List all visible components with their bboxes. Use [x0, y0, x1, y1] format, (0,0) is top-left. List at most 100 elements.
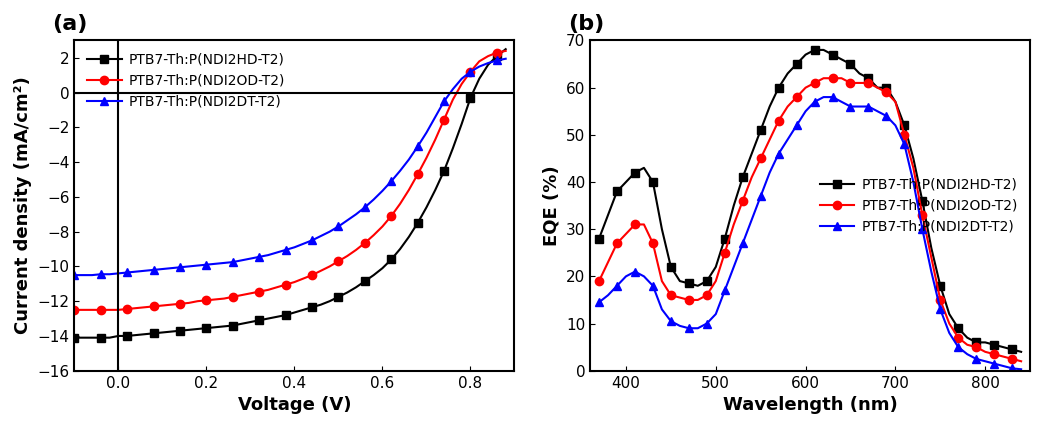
PTB7-Th:P(NDI2HD-T2)	[270, 314, 283, 319]
PTB7-Th:P(NDI2DT-T2)	[907, 179, 920, 184]
PTB7-Th:P(NDI2DT-T2)	[593, 300, 606, 305]
PTB7-Th:P(NDI2DT-T2)	[755, 193, 767, 199]
PTB7-Th:P(NDI2DT-T2)	[86, 273, 98, 278]
PTB7-Th:P(NDI2DT-T2)	[1015, 367, 1027, 372]
PTB7-Th:P(NDI2DT-T2)	[95, 272, 108, 277]
PTB7-Th:P(NDI2OD-T2)	[173, 301, 186, 306]
PTB7-Th:P(NDI2HD-T2)	[925, 246, 938, 251]
PTB7-Th:P(NDI2OD-T2)	[628, 222, 641, 227]
PTB7-Th:P(NDI2DT-T2)	[227, 259, 239, 265]
PTB7-Th:P(NDI2DT-T2)	[244, 256, 257, 261]
PTB7-Th:P(NDI2DT-T2)	[862, 104, 875, 109]
PTB7-Th:P(NDI2HD-T2)	[988, 342, 1000, 347]
PTB7-Th:P(NDI2HD-T2)	[86, 335, 98, 340]
PTB7-Th:P(NDI2DT-T2)	[683, 326, 695, 331]
PTB7-Th:P(NDI2HD-T2)	[638, 165, 650, 170]
X-axis label: Wavelength (nm): Wavelength (nm)	[722, 396, 898, 414]
PTB7-Th:P(NDI2DT-T2)	[889, 123, 902, 128]
PTB7-Th:P(NDI2DT-T2)	[611, 283, 623, 288]
PTB7-Th:P(NDI2OD-T2)	[656, 279, 668, 284]
X-axis label: Voltage (V): Voltage (V)	[238, 396, 351, 414]
PTB7-Th:P(NDI2HD-T2)	[314, 302, 327, 307]
PTB7-Th:P(NDI2OD-T2)	[209, 297, 221, 302]
PTB7-Th:P(NDI2OD-T2)	[728, 222, 740, 227]
PTB7-Th:P(NDI2DT-T2)	[691, 326, 704, 331]
PTB7-Th:P(NDI2HD-T2)	[209, 325, 221, 330]
PTB7-Th:P(NDI2HD-T2)	[447, 146, 459, 151]
PTB7-Th:P(NDI2DT-T2)	[173, 265, 186, 270]
PTB7-Th:P(NDI2DT-T2)	[447, 86, 459, 92]
PTB7-Th:P(NDI2DT-T2)	[385, 178, 398, 184]
PTB7-Th:P(NDI2DT-T2)	[763, 170, 776, 175]
PTB7-Th:P(NDI2OD-T2)	[165, 302, 177, 307]
PTB7-Th:P(NDI2HD-T2)	[183, 327, 195, 333]
PTB7-Th:P(NDI2HD-T2)	[227, 323, 239, 328]
PTB7-Th:P(NDI2HD-T2)	[147, 331, 160, 336]
PTB7-Th:P(NDI2HD-T2)	[817, 48, 830, 53]
PTB7-Th:P(NDI2OD-T2)	[332, 259, 345, 264]
PTB7-Th:P(NDI2HD-T2)	[845, 62, 857, 67]
PTB7-Th:P(NDI2HD-T2)	[200, 326, 213, 331]
PTB7-Th:P(NDI2HD-T2)	[755, 128, 767, 133]
PTB7-Th:P(NDI2DT-T2)	[332, 224, 345, 229]
PTB7-Th:P(NDI2DT-T2)	[129, 269, 142, 274]
PTB7-Th:P(NDI2DT-T2)	[218, 260, 231, 265]
PTB7-Th:P(NDI2OD-T2)	[916, 212, 928, 217]
PTB7-Th:P(NDI2OD-T2)	[314, 268, 327, 273]
PTB7-Th:P(NDI2DT-T2)	[77, 273, 90, 278]
PTB7-Th:P(NDI2OD-T2)	[200, 298, 213, 303]
PTB7-Th:P(NDI2HD-T2)	[191, 327, 204, 332]
PTB7-Th:P(NDI2HD-T2)	[880, 85, 893, 90]
PTB7-Th:P(NDI2HD-T2)	[129, 333, 142, 338]
PTB7-Th:P(NDI2DT-T2)	[835, 99, 848, 104]
PTB7-Th:P(NDI2HD-T2)	[173, 328, 186, 333]
PTB7-Th:P(NDI2DT-T2)	[773, 151, 785, 156]
PTB7-Th:P(NDI2DT-T2)	[960, 352, 973, 357]
PTB7-Th:P(NDI2OD-T2)	[997, 354, 1010, 359]
PTB7-Th:P(NDI2HD-T2)	[601, 212, 614, 217]
PTB7-Th:P(NDI2HD-T2)	[280, 312, 292, 318]
PTB7-Th:P(NDI2OD-T2)	[826, 76, 838, 81]
PTB7-Th:P(NDI2DT-T2)	[826, 95, 838, 100]
PTB7-Th:P(NDI2DT-T2)	[1005, 366, 1018, 371]
PTB7-Th:P(NDI2DT-T2)	[200, 262, 213, 267]
PTB7-Th:P(NDI2DT-T2)	[262, 253, 275, 258]
PTB7-Th:P(NDI2OD-T2)	[620, 231, 633, 236]
PTB7-Th:P(NDI2OD-T2)	[1005, 357, 1018, 362]
PTB7-Th:P(NDI2DT-T2)	[139, 268, 151, 273]
PTB7-Th:P(NDI2DT-T2)	[421, 130, 433, 135]
PTB7-Th:P(NDI2DT-T2)	[853, 104, 865, 109]
PTB7-Th:P(NDI2OD-T2)	[683, 297, 695, 303]
PTB7-Th:P(NDI2DT-T2)	[376, 188, 388, 193]
PTB7-Th:P(NDI2OD-T2)	[341, 253, 354, 259]
PTB7-Th:P(NDI2OD-T2)	[988, 352, 1000, 357]
PTB7-Th:P(NDI2HD-T2)	[482, 62, 495, 67]
PTB7-Th:P(NDI2OD-T2)	[1015, 359, 1027, 364]
PTB7-Th:P(NDI2OD-T2)	[376, 224, 388, 229]
PTB7-Th:P(NDI2OD-T2)	[925, 255, 938, 260]
PTB7-Th:P(NDI2OD-T2)	[763, 137, 776, 142]
PTB7-Th:P(NDI2DT-T2)	[296, 241, 309, 247]
PTB7-Th:P(NDI2OD-T2)	[429, 137, 442, 142]
PTB7-Th:P(NDI2OD-T2)	[86, 307, 98, 312]
PTB7-Th:P(NDI2OD-T2)	[288, 279, 301, 285]
PTB7-Th:P(NDI2OD-T2)	[403, 187, 416, 193]
Line: PTB7-Th:P(NDI2HD-T2): PTB7-Th:P(NDI2HD-T2)	[70, 45, 509, 342]
PTB7-Th:P(NDI2HD-T2)	[745, 151, 758, 156]
PTB7-Th:P(NDI2DT-T2)	[665, 318, 678, 324]
PTB7-Th:P(NDI2HD-T2)	[253, 318, 265, 323]
PTB7-Th:P(NDI2DT-T2)	[988, 361, 1000, 366]
PTB7-Th:P(NDI2OD-T2)	[808, 80, 821, 86]
PTB7-Th:P(NDI2HD-T2)	[165, 329, 177, 334]
PTB7-Th:P(NDI2OD-T2)	[710, 279, 722, 284]
PTB7-Th:P(NDI2DT-T2)	[620, 274, 633, 279]
PTB7-Th:P(NDI2DT-T2)	[403, 157, 416, 162]
PTB7-Th:P(NDI2OD-T2)	[306, 273, 318, 278]
PTB7-Th:P(NDI2HD-T2)	[421, 205, 433, 210]
PTB7-Th:P(NDI2OD-T2)	[296, 276, 309, 281]
PTB7-Th:P(NDI2DT-T2)	[656, 307, 668, 312]
PTB7-Th:P(NDI2DT-T2)	[235, 258, 247, 263]
PTB7-Th:P(NDI2HD-T2)	[376, 266, 388, 271]
PTB7-Th:P(NDI2HD-T2)	[979, 340, 992, 345]
PTB7-Th:P(NDI2DT-T2)	[898, 142, 910, 147]
